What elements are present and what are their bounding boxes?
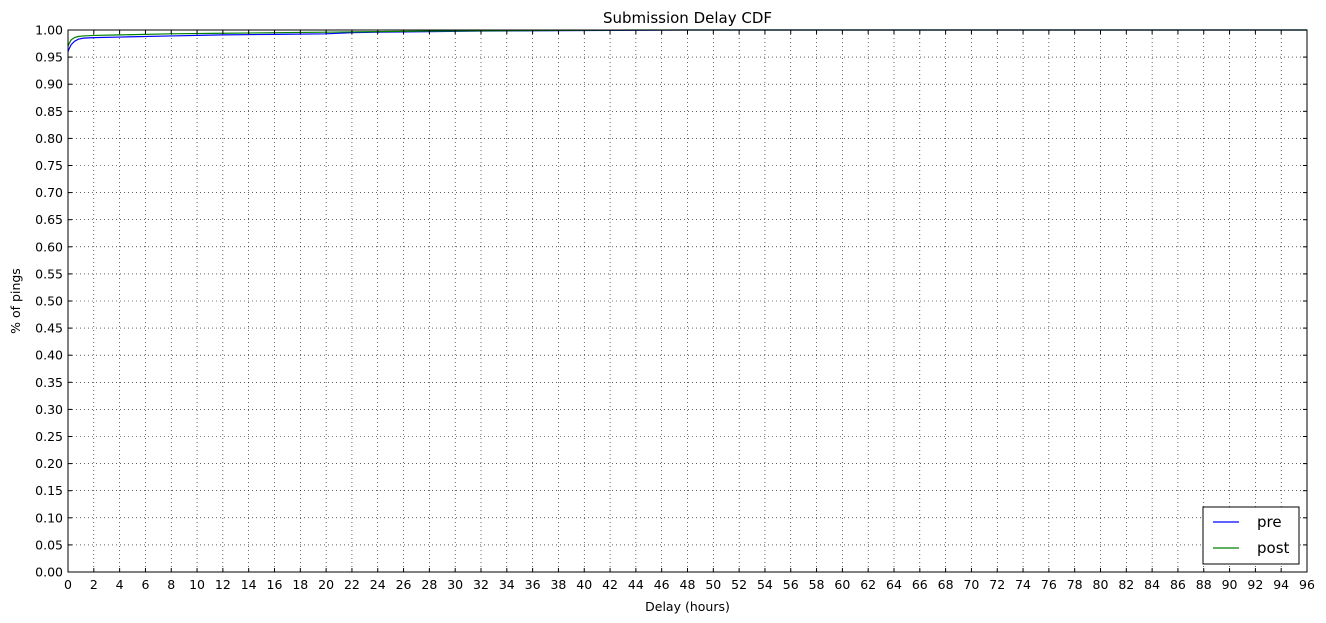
x-tick-label: 72 — [989, 577, 1005, 592]
y-tick-label: 0.45 — [35, 321, 63, 336]
y-axis-label: % of pings — [8, 268, 23, 334]
legend: pre post — [1202, 506, 1300, 565]
x-tick-label: 20 — [318, 577, 334, 592]
x-tick-label: 70 — [963, 577, 979, 592]
y-tick-label: 0.05 — [35, 537, 63, 552]
x-axis-label: Delay (hours) — [645, 599, 730, 614]
x-tick-label: 8 — [167, 577, 175, 592]
x-tick-label: 78 — [1067, 577, 1083, 592]
y-tick-label: 0.75 — [35, 158, 63, 173]
y-tick-label: 1.00 — [35, 23, 63, 38]
x-tick-label: 94 — [1273, 577, 1289, 592]
y-tick-label: 0.30 — [35, 402, 63, 417]
y-tick-label: 0.10 — [35, 510, 63, 525]
grid — [68, 30, 1307, 572]
y-tick-label: 0.80 — [35, 131, 63, 146]
x-tick-label: 96 — [1299, 577, 1315, 592]
x-tick-label: 28 — [421, 577, 437, 592]
y-tick-label: 0.60 — [35, 239, 63, 254]
x-tick-label: 90 — [1222, 577, 1238, 592]
x-tick-label: 74 — [1015, 577, 1031, 592]
x-tick-label: 48 — [680, 577, 696, 592]
y-tick-label: 0.55 — [35, 266, 63, 281]
x-tick-label: 86 — [1170, 577, 1186, 592]
x-tick-label: 2 — [90, 577, 98, 592]
x-tick-label: 12 — [215, 577, 231, 592]
x-tick-label: 0 — [64, 577, 72, 592]
y-tick-label: 0.40 — [35, 348, 63, 363]
x-tick-label: 66 — [912, 577, 928, 592]
y-tick-label: 0.85 — [35, 104, 63, 119]
x-tick-label: 54 — [757, 577, 773, 592]
x-tick-label: 82 — [1118, 577, 1134, 592]
y-tick-label: 0.95 — [35, 50, 63, 65]
x-tick-label: 36 — [525, 577, 541, 592]
x-tick-label: 44 — [628, 577, 644, 592]
x-tick-label: 92 — [1247, 577, 1263, 592]
legend-label-pre: pre — [1257, 513, 1282, 531]
x-tick-label: 50 — [705, 577, 721, 592]
legend-box — [1202, 506, 1300, 565]
x-tick-label: 80 — [1093, 577, 1109, 592]
x-tick-label: 42 — [602, 577, 618, 592]
x-tick-label: 60 — [834, 577, 850, 592]
x-tick-label: 30 — [447, 577, 463, 592]
y-tick-label: 0.50 — [35, 294, 63, 309]
x-tick-label: 14 — [241, 577, 257, 592]
x-tick-label: 26 — [396, 577, 412, 592]
x-tick-label: 10 — [189, 577, 205, 592]
x-tick-label: 32 — [473, 577, 489, 592]
y-tick-label: 0.20 — [35, 456, 63, 471]
x-tick-label: 56 — [783, 577, 799, 592]
x-tick-label: 62 — [860, 577, 876, 592]
x-tick-label: 18 — [292, 577, 308, 592]
x-tick-label: 38 — [550, 577, 566, 592]
x-tick-label: 6 — [141, 577, 149, 592]
x-tick-label: 84 — [1144, 577, 1160, 592]
x-tick-label: 58 — [809, 577, 825, 592]
x-tick-label: 76 — [1041, 577, 1057, 592]
y-tick-label: 0.25 — [35, 429, 63, 444]
y-tick-label: 0.70 — [35, 185, 63, 200]
x-tick-label: 4 — [116, 577, 124, 592]
y-tick-label: 0.65 — [35, 212, 63, 227]
x-tick-label: 34 — [499, 577, 515, 592]
x-tick-label: 40 — [576, 577, 592, 592]
legend-label-post: post — [1257, 539, 1290, 557]
x-tick-label: 88 — [1196, 577, 1212, 592]
x-tick-label: 22 — [344, 577, 360, 592]
y-axis: 0.00 0.05 0.10 0.15 0.20 0.25 0.30 0.35 0.40 0.45… — [35, 23, 1307, 580]
x-tick-label: 46 — [654, 577, 670, 592]
x-tick-label: 16 — [267, 577, 283, 592]
x-tick-label: 68 — [938, 577, 954, 592]
y-tick-label: 0.35 — [35, 375, 63, 390]
chart-title: Submission Delay CDF — [603, 9, 772, 27]
y-tick-label: 0.90 — [35, 77, 63, 92]
y-tick-label: 0.00 — [35, 565, 63, 580]
x-tick-label: 64 — [886, 577, 902, 592]
y-tick-label: 0.15 — [35, 483, 63, 498]
x-tick-label: 24 — [370, 577, 386, 592]
x-tick-label: 52 — [731, 577, 747, 592]
x-axis: 0 2 4 6 8 10 12 14 16 18 20 22 24 26 28 30 32 34 36 38 40 42 4… — [64, 30, 1315, 592]
